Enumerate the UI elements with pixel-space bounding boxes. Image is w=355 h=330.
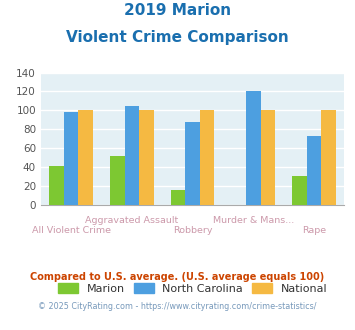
Bar [78,110,93,205]
Legend: Marion, North Carolina, National: Marion, North Carolina, National [53,279,332,298]
Bar [307,136,321,205]
Bar [321,110,336,205]
Bar [185,122,200,205]
Bar [125,106,139,205]
Bar [200,110,214,205]
Bar [246,90,261,205]
Bar [292,176,307,205]
Bar [49,166,64,205]
Bar [171,189,185,205]
Text: 2019 Marion: 2019 Marion [124,3,231,18]
Bar [110,155,125,205]
Text: Rape: Rape [302,226,326,235]
Text: Murder & Mans...: Murder & Mans... [213,216,294,225]
Text: All Violent Crime: All Violent Crime [32,226,111,235]
Text: Compared to U.S. average. (U.S. average equals 100): Compared to U.S. average. (U.S. average … [31,272,324,282]
Text: Aggravated Assault: Aggravated Assault [85,216,179,225]
Bar [261,110,275,205]
Text: © 2025 CityRating.com - https://www.cityrating.com/crime-statistics/: © 2025 CityRating.com - https://www.city… [38,302,317,311]
Text: Violent Crime Comparison: Violent Crime Comparison [66,30,289,45]
Text: Robbery: Robbery [173,226,212,235]
Bar [139,110,154,205]
Bar [64,112,78,205]
